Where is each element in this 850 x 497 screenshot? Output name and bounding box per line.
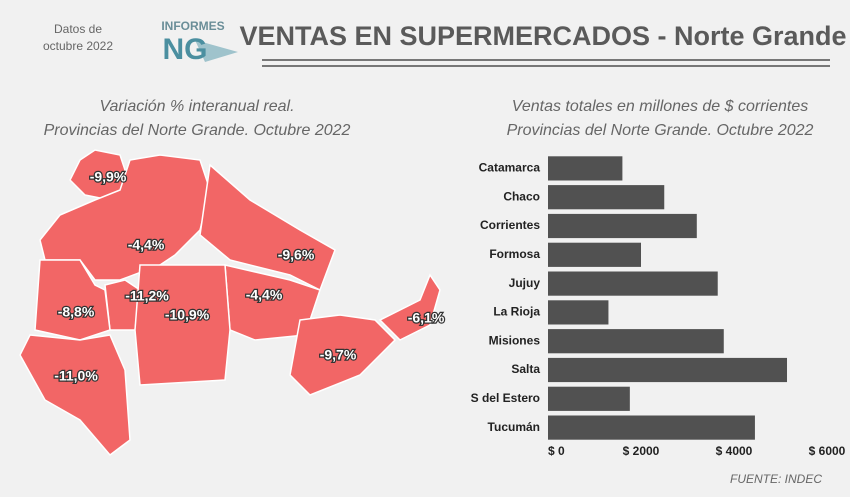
y-tick-label: La Rioja [493, 305, 540, 319]
x-tick-label: $ 4000 [716, 444, 753, 458]
x-tick-label: $ 0 [548, 444, 565, 458]
map-labels: -9,9% -4,4% -9,6% -11,2% -8,8% -10,9% -4,4% -6,… [53, 167, 446, 385]
map-value-label: -10,9% [165, 307, 210, 323]
bar [548, 300, 609, 325]
bar [548, 185, 665, 210]
bar [548, 357, 788, 383]
logo: INFORMES NG [161, 19, 238, 66]
y-tick-label: Tucumán [488, 420, 540, 434]
province [289, 314, 397, 396]
source: FUENTE: INDEC [730, 472, 822, 486]
map-value-label: -9,7% [320, 347, 357, 363]
map-subtitle: Provincias del Norte Grande. Octubre 202… [44, 122, 351, 139]
y-tick-label: Formosa [489, 247, 540, 261]
map-value-label: -9,9% [90, 169, 127, 185]
province [34, 259, 111, 341]
map-value-label: -8,8% [58, 304, 95, 320]
bar [548, 386, 630, 411]
map-value-label: -6,1% [408, 310, 445, 326]
bar [548, 156, 623, 181]
province [378, 273, 441, 341]
logo-top: INFORMES [161, 19, 224, 33]
x-tick-label: $ 6000 [809, 444, 846, 458]
map-title: Variación % interanual real. [99, 98, 294, 115]
bar [548, 329, 724, 354]
map [19, 149, 441, 457]
map-value-label: -11,2% [125, 288, 169, 304]
y-tick-label: Jujuy [509, 276, 541, 290]
logo-shape [195, 40, 238, 62]
date-line: octubre 2022 [43, 39, 113, 53]
bar [548, 415, 755, 440]
page-title: VENTAS EN SUPERMERCADOS - Norte Grande [239, 21, 846, 51]
chart-subtitle: Provincias del Norte Grande. Octubre 202… [507, 122, 814, 139]
bar [548, 213, 697, 239]
province [134, 264, 231, 386]
province [19, 334, 131, 457]
y-tick-label: Catamarca [479, 161, 541, 175]
map-value-label: -4,4% [246, 287, 283, 303]
date-line: Datos de [54, 22, 102, 36]
bar-chart: Catamarca Chaco Corrientes Formosa Jujuy La R… [471, 156, 846, 458]
map-value-label: -4,4% [128, 237, 165, 253]
map-value-label: -11,0% [54, 368, 98, 384]
logo-main: NG [163, 33, 208, 66]
bar [548, 242, 641, 267]
y-tick-label: S del Estero [471, 391, 540, 405]
y-tick-label: Corrientes [480, 218, 540, 232]
y-tick-label: Salta [511, 362, 540, 376]
map-value-label: -9,6% [278, 247, 315, 263]
x-tick-label: $ 2000 [623, 444, 660, 458]
bar [548, 271, 718, 296]
y-tick-label: Chaco [503, 189, 540, 203]
y-tick-label: Misiones [489, 333, 541, 347]
chart-title: Ventas totales en millones de $ corrient… [512, 98, 808, 115]
